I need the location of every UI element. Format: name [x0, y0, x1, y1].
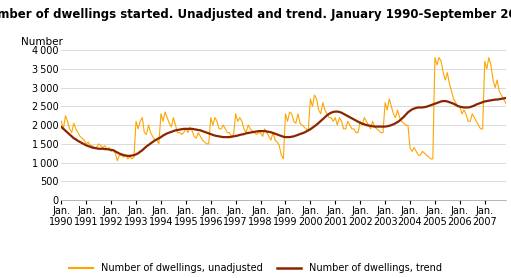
Legend: Number of dwellings, unadjusted, Number of dwellings, trend: Number of dwellings, unadjusted, Number … — [69, 263, 442, 273]
Text: Number of dwellings started. Unadjusted and trend. January 1990-September 2007: Number of dwellings started. Unadjusted … — [0, 8, 511, 21]
Text: Number: Number — [21, 37, 63, 47]
